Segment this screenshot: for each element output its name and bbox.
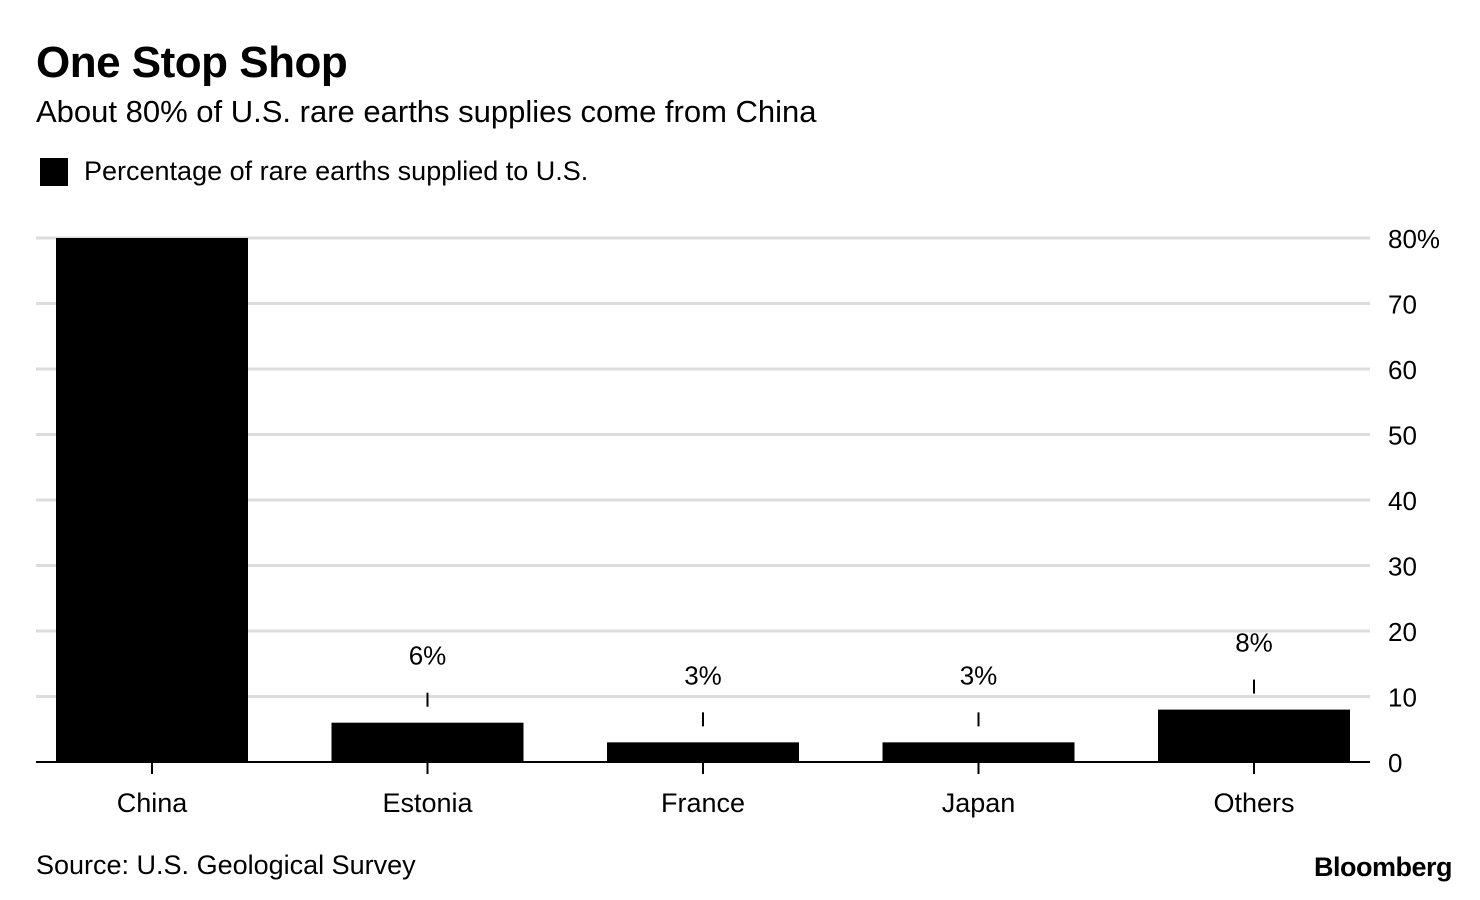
chart-title: One Stop Shop xyxy=(36,38,348,87)
y-tick-label: 30 xyxy=(1388,552,1417,582)
x-axis-ticks: China Estonia France Japan Others xyxy=(117,762,1295,818)
bar-japan xyxy=(882,742,1075,762)
legend-swatch xyxy=(40,157,68,186)
chart-subtitle: About 80% of U.S. rare earths supplies c… xyxy=(36,94,817,129)
x-tick-label: Japan xyxy=(942,788,1016,818)
bars xyxy=(56,238,1350,762)
bar-estonia xyxy=(331,722,524,762)
x-tick-label: Others xyxy=(1213,788,1294,818)
bar-france xyxy=(607,742,799,762)
y-tick-label: 60 xyxy=(1388,355,1417,385)
y-tick-label: 0 xyxy=(1388,748,1402,778)
x-tick-label: China xyxy=(117,788,189,818)
legend-label: Percentage of rare earths supplied to U.… xyxy=(84,156,589,186)
gridlines xyxy=(36,236,1370,698)
data-label: 3% xyxy=(960,660,998,690)
y-tick-label: 80% xyxy=(1388,224,1440,254)
brand-logo: Bloomberg xyxy=(1313,852,1453,882)
data-label: 8% xyxy=(1235,628,1273,658)
bar-china xyxy=(56,238,248,762)
source-note: Source: U.S. Geological Survey xyxy=(36,850,416,880)
legend: Percentage of rare earths supplied to U.… xyxy=(40,156,588,187)
data-label: 6% xyxy=(409,641,447,671)
x-tick-label: Estonia xyxy=(382,788,473,818)
x-tick-label: France xyxy=(661,788,745,818)
data-labels: 6% 3% 3% 8% xyxy=(409,628,1273,727)
y-tick-label: 20 xyxy=(1388,617,1417,647)
y-tick-label: 70 xyxy=(1388,290,1417,320)
y-tick-label: 40 xyxy=(1388,486,1417,516)
y-axis-ticks: 0 10 20 30 40 50 60 70 80% xyxy=(1388,224,1440,778)
y-tick-label: 10 xyxy=(1388,683,1417,713)
data-label: 3% xyxy=(684,660,722,690)
y-tick-label: 50 xyxy=(1388,421,1417,451)
bar-others xyxy=(1158,709,1350,762)
